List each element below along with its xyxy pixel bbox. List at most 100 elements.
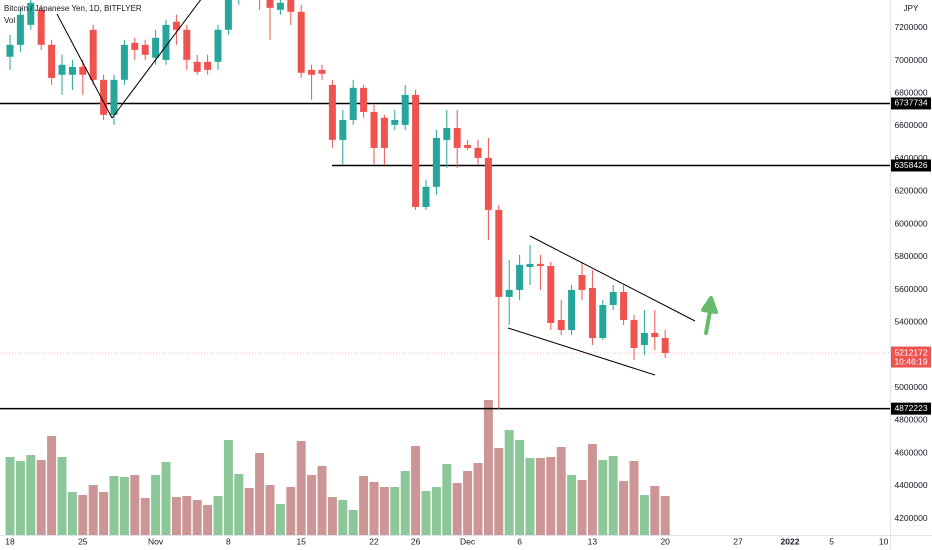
y-tick-label: 4800000 (894, 415, 927, 425)
level-label: 6737734 (894, 98, 927, 108)
volume-bar (317, 466, 327, 535)
volume-bar (5, 457, 15, 535)
volume-bar (109, 476, 119, 535)
currency-label: JPY (904, 4, 919, 13)
volume-bar (99, 492, 109, 535)
candle-body (547, 266, 555, 323)
candle-body (360, 87, 368, 112)
candle-body (214, 29, 222, 62)
level-label-box (891, 402, 931, 415)
volume-bar (369, 482, 379, 535)
volume-bar (639, 495, 649, 535)
candle-body (100, 79, 108, 115)
drawings (56, 0, 718, 376)
volume-bar (338, 500, 348, 535)
candle-body (328, 84, 336, 140)
candle-body (224, 0, 232, 30)
candle-body (27, 2, 35, 25)
volume-bar (15, 461, 25, 535)
volume-bar (203, 505, 213, 535)
zigzag-line (56, 13, 113, 119)
x-tick-label: 2022 (781, 536, 800, 546)
volume-bar (88, 485, 98, 535)
candle-body (620, 292, 628, 321)
candle-body (578, 275, 586, 290)
countdown-label: 10:46:19 (894, 356, 927, 366)
candle-body (287, 0, 295, 12)
volume-bar (452, 483, 462, 535)
volume-bar (421, 491, 431, 535)
volume-bar (140, 498, 150, 535)
volume-bar (504, 430, 514, 535)
volume-bar (431, 487, 441, 535)
volume-bar (390, 487, 400, 535)
level-label: 6358426 (894, 160, 927, 170)
volume-bar (598, 460, 608, 535)
volume-bar (244, 488, 254, 535)
volume-label: Vol (4, 16, 15, 25)
volume-bar (359, 476, 369, 535)
x-tick-label: Dec (460, 536, 476, 546)
y-tick-label: 6400000 (894, 153, 927, 163)
volume-bar (57, 457, 67, 535)
volume-bar (192, 500, 202, 535)
candle-body (599, 304, 607, 339)
plot-area (0, 0, 890, 535)
volume-bar (119, 477, 129, 535)
volume-bar (483, 400, 493, 535)
level-label: 4872223 (894, 403, 927, 413)
x-tick-label: 15 (296, 536, 306, 546)
candle-body (526, 263, 534, 268)
candle-body (58, 64, 66, 75)
candle-body (204, 61, 212, 70)
candle-body (422, 186, 430, 207)
candle-body (568, 289, 576, 330)
trend-line (507, 327, 656, 376)
volume-bar (78, 495, 88, 535)
y-tick-label: 6800000 (894, 88, 927, 98)
x-tick-label: 5 (829, 536, 834, 546)
volume-bar (307, 475, 317, 535)
volume-bar (525, 458, 535, 535)
arrow (701, 296, 718, 335)
candle-body (183, 29, 191, 60)
y-tick-label: 4600000 (894, 447, 927, 457)
volume-bar (619, 481, 629, 535)
candle-body (152, 37, 160, 58)
candle-body (120, 44, 128, 80)
candle-body (536, 263, 544, 267)
x-tick-label: 20 (660, 536, 670, 546)
volume-bar (223, 440, 233, 535)
volume-bar (296, 441, 306, 535)
candle-body (453, 127, 461, 148)
candle-body (495, 209, 503, 297)
candle-body (516, 264, 524, 290)
candle-body (16, 14, 24, 45)
y-tick-label: 4400000 (894, 480, 927, 490)
volume-bar (442, 464, 452, 535)
y-tick-label: 4200000 (894, 513, 927, 523)
candle-body (339, 119, 347, 140)
volume-bar (234, 474, 244, 535)
x-tick-label: 13 (588, 536, 598, 546)
volume-bar (286, 487, 296, 535)
candle-body (266, 0, 274, 8)
y-tick-label: 5000000 (894, 382, 927, 392)
candle-body (661, 338, 669, 354)
x-tick-label: 22 (369, 536, 379, 546)
level-label-box (891, 97, 931, 110)
candle-body (48, 44, 56, 78)
volume-bar (556, 447, 566, 535)
x-tick-label: 10 (879, 536, 889, 546)
y-tick-label: 7000000 (894, 55, 927, 65)
volume-bar (463, 471, 473, 535)
volume-bar (535, 458, 545, 535)
volume-bar (494, 448, 504, 535)
volume-bar (275, 504, 285, 535)
x-tick-label: 6 (517, 536, 522, 546)
candle-body (110, 79, 118, 115)
candle-body (141, 44, 149, 55)
last-price-label: 5212172 (894, 347, 927, 357)
